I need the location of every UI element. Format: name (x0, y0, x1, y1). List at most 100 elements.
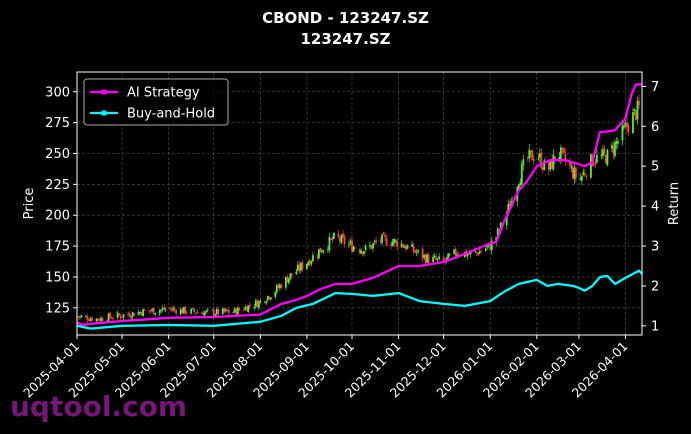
candle-body (172, 308, 175, 311)
candle-body (522, 159, 525, 166)
chart-subtitle: 123247.SZ (300, 30, 391, 48)
candle-body (339, 237, 341, 242)
candle-body (423, 254, 426, 258)
candle-body (265, 301, 268, 304)
candle-body (205, 310, 208, 313)
candle-body (289, 273, 292, 279)
candle-body (499, 222, 502, 231)
candle-body (163, 307, 166, 310)
candle-body (224, 309, 227, 312)
candle-body (381, 234, 383, 243)
candle-body (164, 309, 167, 311)
candle-body (333, 232, 335, 239)
candle-body (79, 316, 81, 318)
candle-body (600, 154, 603, 157)
candle-body (543, 160, 546, 171)
candle-body (635, 110, 637, 120)
candle-body (331, 237, 334, 240)
candle-body (424, 255, 427, 263)
candle-body (307, 262, 310, 266)
candle-body (617, 141, 619, 144)
candle-body (351, 240, 353, 252)
candle-body (615, 141, 618, 144)
candle-body (626, 122, 628, 128)
candle-body (405, 245, 407, 250)
candle-body (223, 308, 226, 312)
candle-body (390, 244, 392, 246)
grid (76, 72, 642, 335)
candle-body (154, 312, 157, 315)
candle-body (478, 250, 481, 254)
candle-body (86, 317, 89, 321)
candle-body (537, 158, 540, 160)
candle-body (435, 257, 438, 260)
candle-body (385, 238, 388, 246)
candle-body (528, 149, 531, 159)
candle-body (363, 251, 365, 254)
candle-body (349, 241, 352, 243)
y-tick-label: 200 (45, 209, 70, 224)
candle-body (411, 244, 413, 247)
y2-tick-label: 2 (651, 279, 659, 294)
candle-body (109, 312, 111, 318)
candle-body (400, 243, 403, 247)
candle-body (203, 312, 206, 316)
y-tick-label: 150 (45, 270, 70, 285)
candle-body (89, 318, 92, 321)
candle-body (175, 310, 178, 314)
candle-body (582, 172, 585, 176)
candle-body (193, 308, 196, 312)
candle-body (520, 164, 523, 185)
candle-body (310, 260, 313, 264)
candle-body (217, 308, 220, 315)
candle-body (432, 256, 435, 263)
candle-body (287, 278, 290, 284)
y-tick-label: 225 (45, 178, 70, 193)
candle-body (254, 300, 257, 307)
candle-body (562, 148, 565, 153)
candle-body (453, 249, 456, 254)
candle-body (151, 308, 154, 311)
candle-body (585, 175, 588, 177)
candle-body (253, 306, 256, 308)
candle-body (85, 316, 87, 317)
candle-body (474, 251, 477, 253)
candle-body (447, 253, 450, 259)
candle-body (227, 310, 230, 313)
candle-body (505, 213, 508, 226)
candle-body (426, 254, 429, 263)
candle-body (309, 260, 311, 265)
candle-body (244, 306, 247, 310)
legend-marker-2 (101, 110, 107, 116)
candle-body (496, 228, 499, 236)
legend-box (83, 78, 229, 126)
candle-body (526, 157, 529, 159)
candle-body (396, 240, 398, 247)
candle-body (190, 308, 193, 314)
candle-body (122, 314, 125, 318)
candle-body (160, 309, 163, 311)
candle-body (369, 245, 371, 247)
candle-body (564, 153, 567, 162)
candle-body (139, 312, 142, 314)
candle-body (179, 309, 182, 315)
candle-body (583, 173, 586, 175)
candle-body (80, 315, 83, 318)
candle-body (421, 248, 424, 259)
candle-body (379, 240, 382, 242)
y2-tick-label: 4 (651, 200, 659, 215)
candle-body (128, 313, 131, 317)
candle-body (88, 320, 90, 322)
candlesticks (76, 94, 640, 324)
candle-body (602, 149, 604, 156)
candle-body (330, 238, 332, 240)
candle-body (393, 238, 395, 244)
candle-body (370, 245, 373, 249)
candle-body (269, 297, 272, 300)
candle-body (442, 257, 445, 261)
candle-body (100, 317, 102, 321)
legend-label-2: Buy-and-Hold (127, 107, 215, 122)
candle-body (414, 250, 416, 253)
candle-body (232, 312, 235, 313)
